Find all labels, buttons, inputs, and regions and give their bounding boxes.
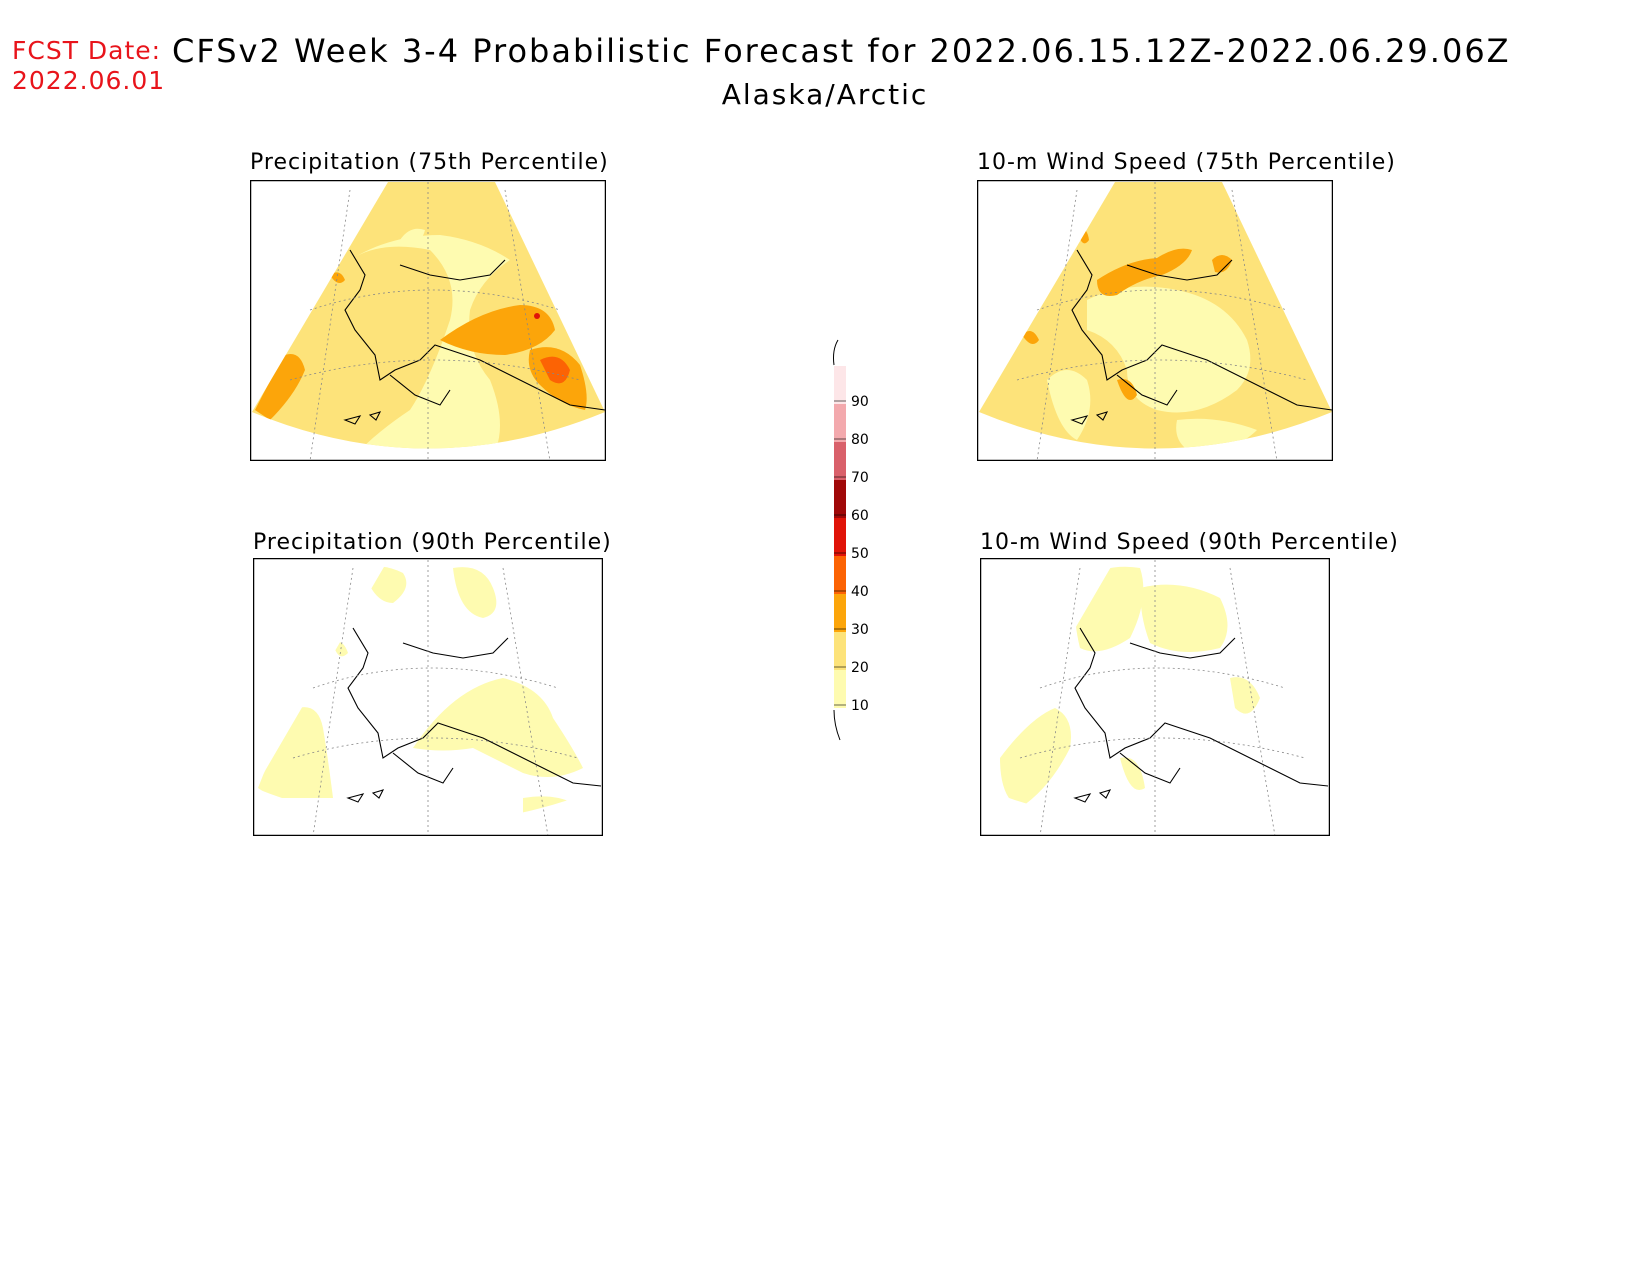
panel-title-precip-75: Precipitation (75th Percentile) [250, 150, 609, 175]
colorbar-swatch [834, 442, 846, 480]
colorbar-tick-label: 50 [851, 546, 869, 562]
colorbar-swatch [834, 518, 846, 556]
colorbar-swatch [834, 594, 846, 632]
map-precip-75 [250, 180, 606, 461]
colorbar-swatch [834, 480, 846, 518]
forecast-date-value: 2022.06.01 [12, 66, 166, 95]
map-panel-wind-75 [977, 180, 1333, 461]
forecast-date-block: FCST Date: 2022.06.01 [12, 36, 165, 96]
colorbar-swatch [834, 556, 846, 594]
region-subtitle: Alaska/Arctic [721, 78, 929, 111]
page-title: CFSv2 Week 3-4 Probabilistic Forecast fo… [172, 32, 1511, 70]
colorbar-tick-label: 30 [851, 622, 869, 638]
map-wind-75 [977, 180, 1333, 461]
map-precip-90 [253, 558, 603, 836]
colorbar-tick-label: 60 [851, 508, 869, 524]
map-wind-90 [980, 558, 1330, 836]
colorbar-swatch [834, 632, 846, 670]
colorbar-tick-label: 80 [851, 432, 869, 448]
colorbar-swatch [834, 404, 846, 442]
colorbar-tick-label: 90 [851, 394, 869, 410]
colorbar-tick-label: 20 [851, 660, 869, 676]
panel-title-wind-90: 10-m Wind Speed (90th Percentile) [980, 530, 1399, 555]
colorbar-tick-label: 40 [851, 584, 869, 600]
colorbar-tick-label: 70 [851, 470, 869, 486]
colorbar-swatch [834, 670, 846, 708]
map-panel-precip-90 [253, 558, 603, 836]
colorbar-swatch [834, 366, 846, 404]
map-panel-wind-90 [980, 558, 1330, 836]
panel-title-precip-90: Precipitation (90th Percentile) [253, 530, 612, 555]
forecast-date-label: FCST Date: [12, 36, 162, 65]
map-panel-precip-75 [250, 180, 606, 461]
panel-title-wind-75: 10-m Wind Speed (75th Percentile) [977, 150, 1396, 175]
colorbar-tick-label: 10 [851, 698, 869, 714]
colorbar-scale: 10 20 30 40 50 60 70 80 90 [833, 339, 869, 741]
colorbar: 10 20 30 40 50 60 70 80 90 [820, 335, 880, 749]
